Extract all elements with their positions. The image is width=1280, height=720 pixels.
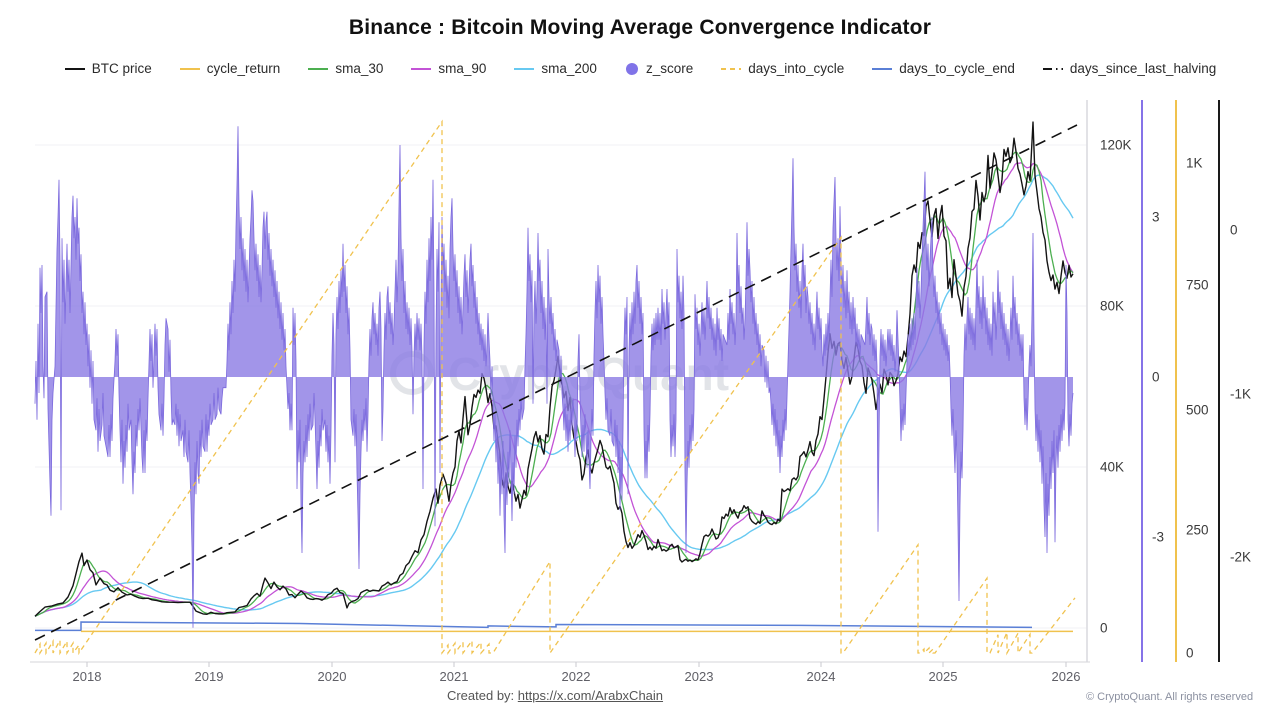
x-tick-label: 2024 <box>807 669 836 684</box>
chart-legend: BTC price cycle_return sma_30 sma_90 sma_200… <box>0 61 1280 76</box>
y-tick-label-halving_days: -1K <box>1230 387 1251 402</box>
legend-item-z-score[interactable]: z_score <box>624 61 693 76</box>
series-days-into-cycle <box>34 119 1076 656</box>
y-tick-label-days: 500 <box>1186 403 1209 418</box>
footer-copyright: © CryptoQuant. All rights reserved <box>1086 691 1254 703</box>
series-days-since-last-halving <box>34 124 1078 641</box>
x-tick-label: 2019 <box>195 669 224 684</box>
y-tick-label-z_score: -3 <box>1152 530 1164 545</box>
y-tick-label-days: 1K <box>1186 156 1203 171</box>
series-z-score-area <box>35 126 1073 628</box>
created-by-label: Created by: <box>446 688 515 703</box>
x-tick-label: 2021 <box>440 669 469 684</box>
x-tick-label: 2022 <box>562 669 591 684</box>
legend-line-icon <box>721 67 742 70</box>
x-tick-label: 2023 <box>685 669 714 684</box>
chart-title: Binance : Bitcoin Moving Average Converg… <box>348 16 932 39</box>
legend-item-days-into-cycle[interactable]: days_into_cycle <box>720 61 844 76</box>
legend-item-days-since-last-halving[interactable]: days_since_last_halving <box>1042 61 1216 76</box>
legend-line-icon <box>1042 67 1063 70</box>
legend-item-days-to-cycle-end[interactable]: days_to_cycle_end <box>871 61 1015 76</box>
legend-line-icon <box>872 67 893 70</box>
y-tick-label-halving_days: -2K <box>1230 550 1251 565</box>
legend-item-label: sma_200 <box>541 61 597 76</box>
legend-item-label: days_into_cycle <box>748 61 845 76</box>
y-tick-label-btc_price: 80K <box>1100 299 1124 314</box>
legend-item-label: sma_30 <box>335 61 384 76</box>
y-tick-label-halving_days: 0 <box>1230 223 1238 238</box>
series-z-score-line <box>34 126 1074 628</box>
legend-item-label: days_to_cycle_end <box>899 61 1015 76</box>
legend-item-sma-200[interactable]: sma_200 <box>513 61 597 76</box>
y-tick-label-z_score: 3 <box>1152 210 1160 225</box>
y-tick-label-days: 0 <box>1186 646 1194 661</box>
legend-line-icon <box>308 67 329 70</box>
x-tick-label: 2025 <box>929 669 958 684</box>
creator-link[interactable]: https://x.com/ArabxChain <box>517 688 664 703</box>
series-sma-200 <box>34 174 1074 617</box>
legend-item-label: z_score <box>645 61 694 76</box>
legend-item-label: BTC price <box>91 61 152 76</box>
legend-item-label: days_since_last_halving <box>1069 61 1217 76</box>
y-tick-label-days: 250 <box>1186 523 1209 538</box>
legend-item-sma-90[interactable]: sma_90 <box>410 61 486 76</box>
y-tick-label-btc_price: 120K <box>1100 138 1132 153</box>
y-tick-label-days: 750 <box>1186 278 1209 293</box>
x-tick-label: 2020 <box>318 669 347 684</box>
legend-item-label: sma_90 <box>438 61 487 76</box>
legend-item-btc-price[interactable]: BTC price <box>64 61 152 76</box>
legend-item-sma-30[interactable]: sma_30 <box>307 61 383 76</box>
legend-line-icon <box>514 67 535 70</box>
legend-item-label: cycle_return <box>206 61 281 76</box>
legend-line-icon <box>64 67 85 70</box>
legend-line-icon <box>411 67 432 70</box>
footer-created-by: Created by: https://x.com/ArabxChain <box>0 688 1110 703</box>
series-days-to-cycle-end <box>35 621 1033 632</box>
legend-line-icon <box>179 67 200 70</box>
x-tick-label: 2026 <box>1052 669 1081 684</box>
legend-item-cycle-return[interactable]: cycle_return <box>179 61 281 76</box>
series-btc-price <box>34 121 1074 617</box>
z-score-dot-icon <box>625 62 638 75</box>
x-tick-label: 2018 <box>73 669 102 684</box>
y-tick-label-btc_price: 40K <box>1100 460 1124 475</box>
y-tick-label-btc_price: 0 <box>1100 621 1108 636</box>
y-tick-label-z_score: 0 <box>1152 370 1160 385</box>
